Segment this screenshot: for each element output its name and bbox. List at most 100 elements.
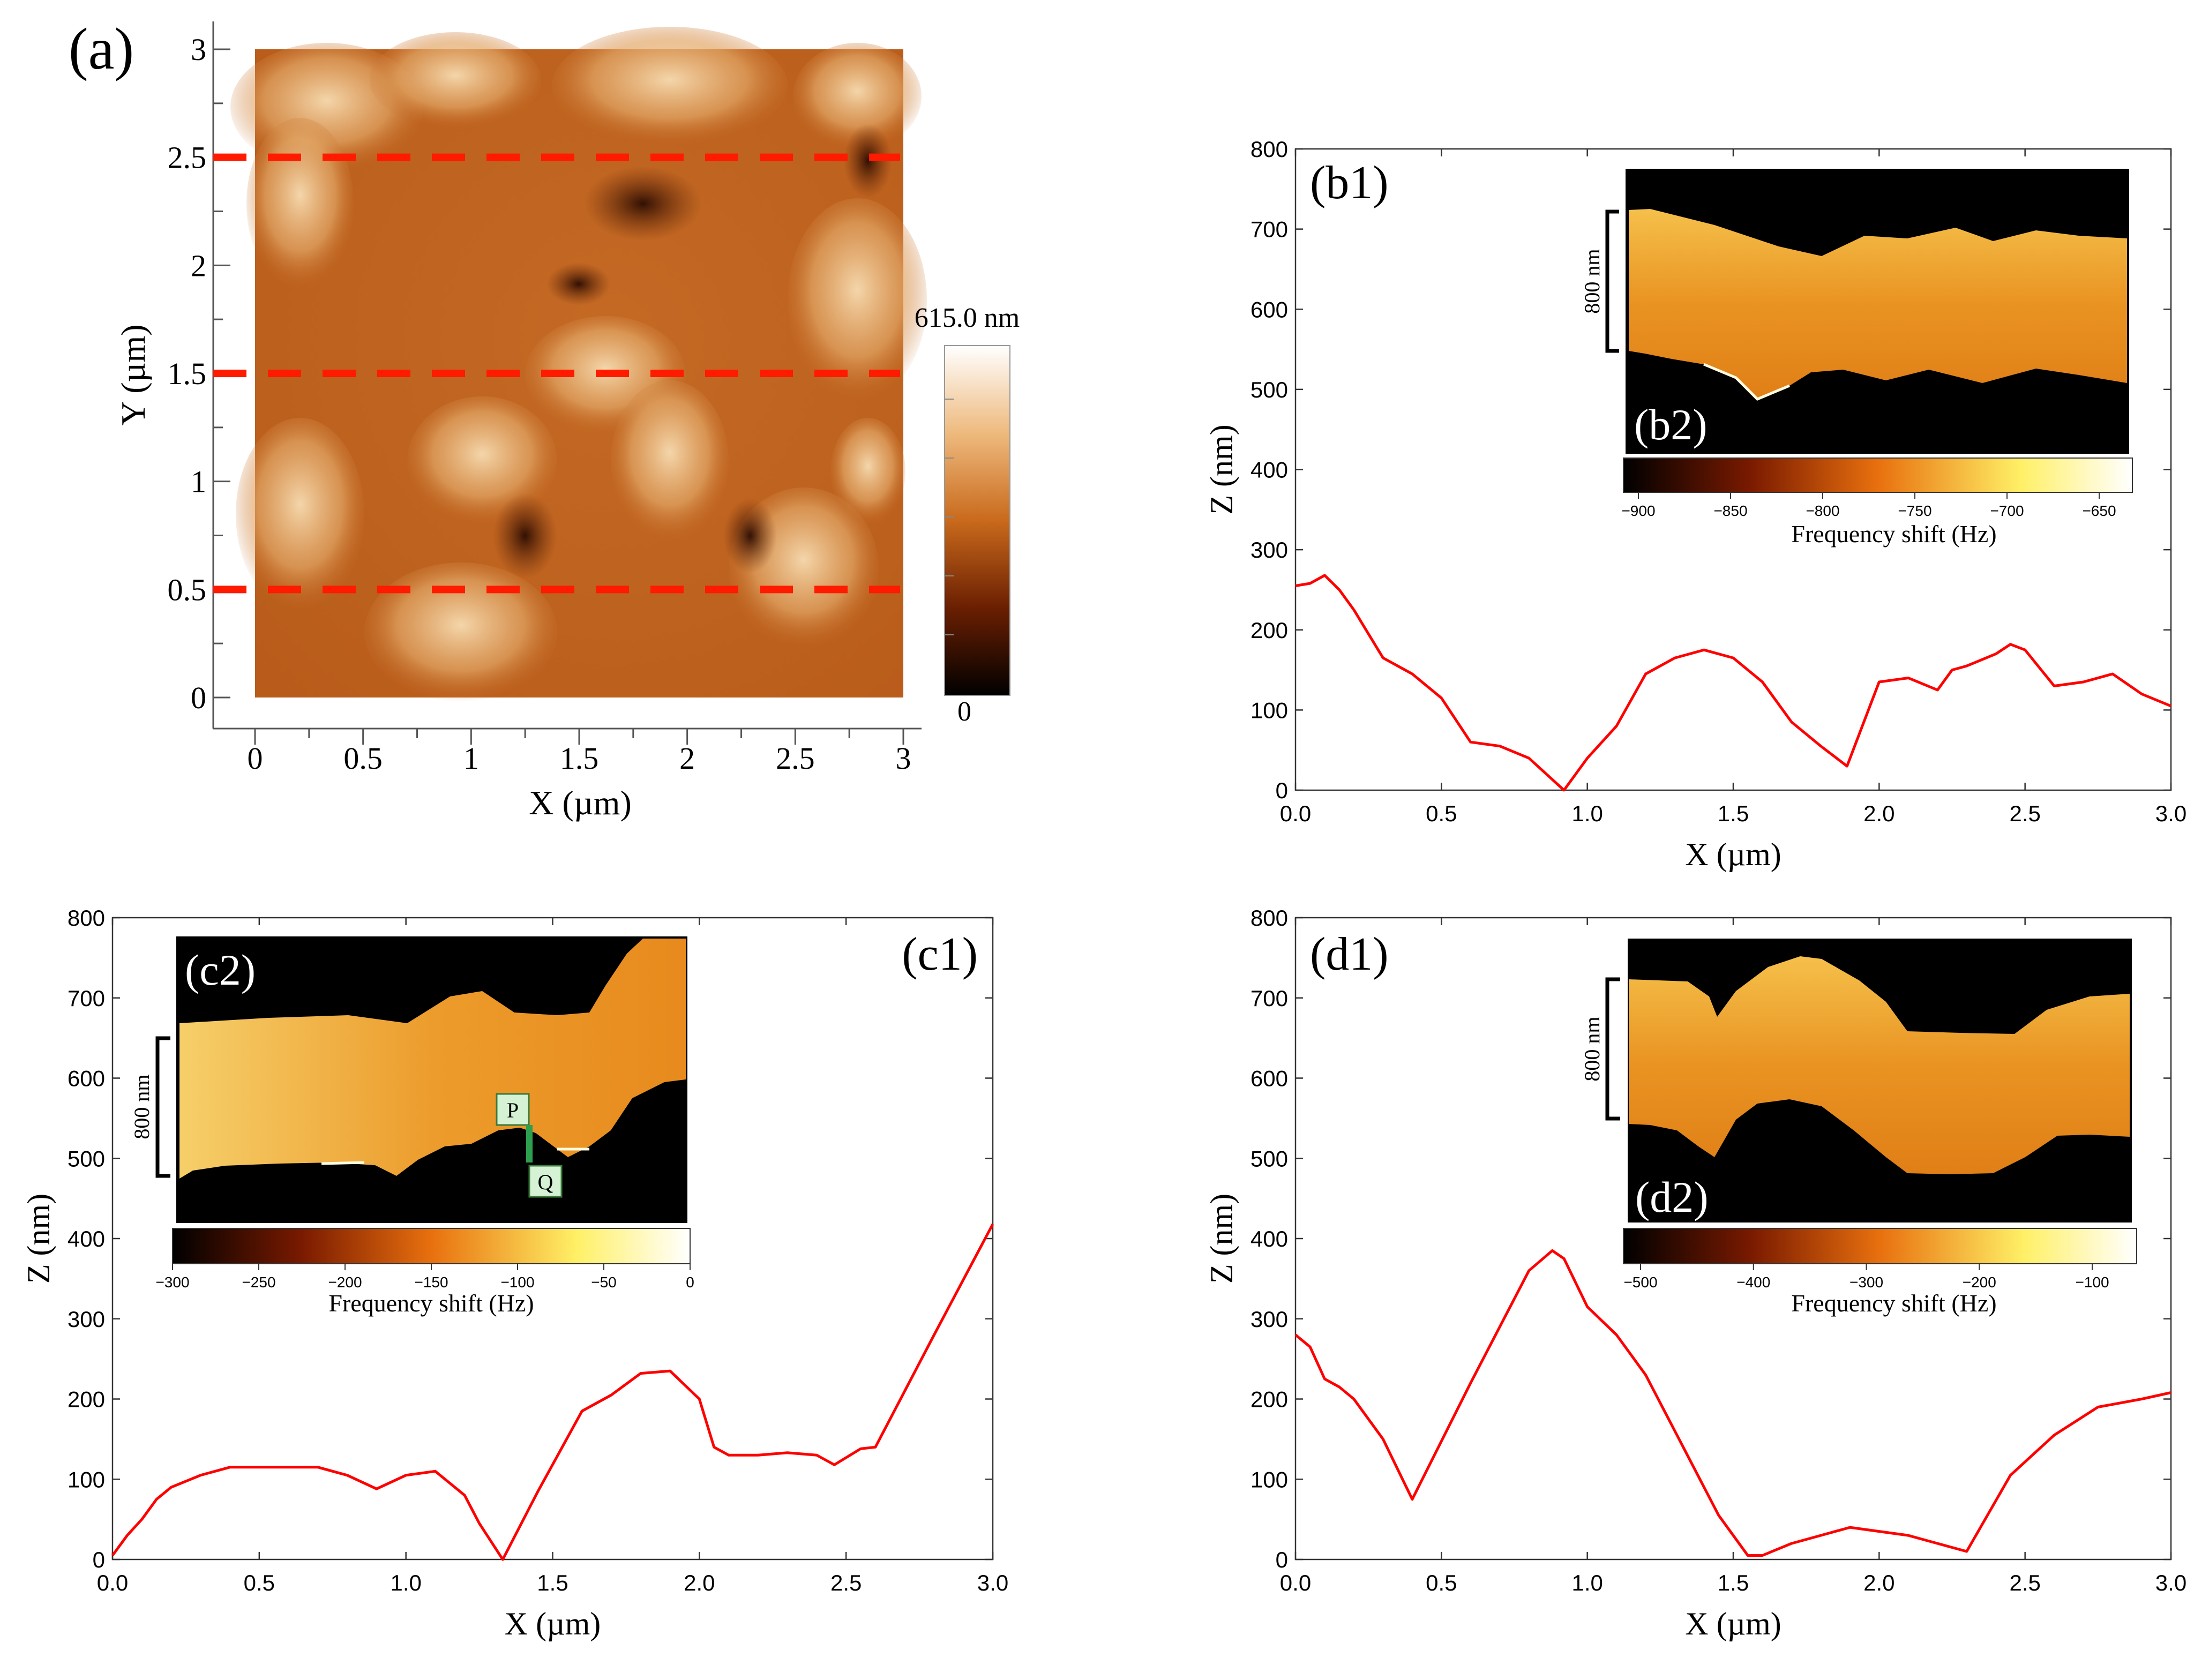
afm-y-tick-label: 3 <box>191 32 206 67</box>
y-tick-label: 300 <box>68 1307 105 1332</box>
y-tick-label: 700 <box>1250 217 1288 242</box>
x-tick-label: 1.0 <box>1571 801 1603 826</box>
marker-q-label: Q <box>538 1170 553 1194</box>
afm-x-axis-label: X (µm) <box>529 784 632 822</box>
y-axis-label: Z (nm) <box>1204 1194 1239 1284</box>
inset-d2-scale-bracket <box>1605 977 1620 1121</box>
panel-a: (a) 0 0.5 1 1.5 2 2.5 300.511.522 <box>69 16 1020 822</box>
inset-d2-colorbar <box>1623 1228 2137 1264</box>
x-tick-label: 2.0 <box>1863 1570 1895 1595</box>
x-tick-label: 2.0 <box>684 1570 715 1595</box>
y-tick-label: 200 <box>1250 1387 1288 1412</box>
inset-c2-scale-bracket <box>155 1036 170 1178</box>
chart-c1: 0.0 0.5 1.0 1.5 2.0 2.5 3.0 0 100 200 300 400 500 600… <box>21 905 1008 1641</box>
inset-b2-colorbar <box>1623 458 2133 493</box>
afm-y-tick-label: 1 <box>191 464 206 499</box>
inset-d2-colorbar-title: Frequency shift (Hz) <box>1791 1289 1996 1317</box>
marker-p-box <box>496 1093 530 1126</box>
marker-q-box <box>528 1165 563 1198</box>
afm-x-tick-label: 1.5 <box>560 741 599 776</box>
inset-b2-scale-bracket <box>1605 209 1619 353</box>
cbar-tick-label: −100 <box>2075 1274 2109 1291</box>
afm-y-tick-label: 2 <box>191 248 206 283</box>
x-tick-label: 3.0 <box>2155 801 2186 826</box>
afm-scan-lines <box>213 153 900 594</box>
x-tick-label: 0.0 <box>97 1570 128 1595</box>
y-tick-label: 400 <box>1250 1226 1288 1251</box>
afm-colorbar-max: 615.0 nm <box>915 303 1020 333</box>
panel-label: (b1) <box>1310 157 1389 209</box>
inset-c2-colorbar-title: Frequency shift (Hz) <box>328 1289 534 1317</box>
cbar-tick-label: −200 <box>1963 1274 1996 1291</box>
inset-b2: (b2) 800 nm −900 −850 −800 −750 −700 −650 Fre… <box>1580 169 2133 548</box>
x-tick-label: 0.5 <box>1426 1570 1457 1595</box>
panel-a-label: (a) <box>69 16 134 81</box>
x-tick-label: 2.5 <box>830 1570 862 1595</box>
inset-c2-label: (c2) <box>185 946 256 994</box>
x-tick-label: 0.0 <box>1280 801 1311 826</box>
afm-x-tick-label: 2.5 <box>776 741 815 776</box>
x-axis-label: X (µm) <box>1685 837 1781 872</box>
x-axis-label: X (µm) <box>1685 1606 1781 1641</box>
y-tick-label: 200 <box>1250 618 1288 643</box>
inset-d2-scale-label: 800 nm <box>1580 1016 1604 1081</box>
y-tick-label: 500 <box>1250 377 1288 402</box>
x-tick-label: 3.0 <box>2155 1570 2186 1595</box>
inset-c2-scale-label: 800 nm <box>130 1074 154 1139</box>
x-axis-label: X (µm) <box>505 1606 601 1641</box>
cbar-tick-label: −800 <box>1806 502 1839 519</box>
x-tick-label: 0.5 <box>1426 801 1457 826</box>
cbar-tick-label: −250 <box>242 1274 275 1291</box>
afm-x-tick-label: 0 <box>248 741 263 776</box>
x-tick-label: 3.0 <box>977 1570 1008 1595</box>
inset-c2-colorbar <box>172 1228 691 1264</box>
chart-d1: 0.0 0.5 1.0 1.5 2.0 2.5 3.0 0 100 200 300 400 500 600… <box>1204 905 2186 1641</box>
y-tick-label: 100 <box>1250 698 1288 723</box>
afm-x-tick-label: 1 <box>463 741 479 776</box>
afm-x-tick-label: 2 <box>679 741 695 776</box>
inset-b2-colorbar-title: Frequency shift (Hz) <box>1791 520 1996 548</box>
chart-b1: 0.0 0.5 1.0 1.5 2.0 2.5 3.0 0 100 200 300 400 500 600… <box>1204 137 2186 872</box>
y-tick-label: 700 <box>1250 986 1288 1011</box>
x-tick-label: 1.5 <box>537 1570 568 1595</box>
cbar-tick-label: −500 <box>1623 1274 1657 1291</box>
y-tick-label: 500 <box>1250 1146 1288 1171</box>
y-tick-label: 600 <box>1250 1066 1288 1091</box>
marker-p-label: P <box>507 1098 519 1122</box>
inset-c2-band <box>179 939 686 1179</box>
y-tick-label: 800 <box>1250 137 1288 162</box>
x-tick-label: 0.0 <box>1280 1570 1311 1595</box>
x-tick-label: 0.5 <box>244 1570 275 1595</box>
inset-b2-colorbar-ticks: −900 −850 −800 −750 −700 −650 <box>1621 492 2116 519</box>
afm-y-axis-label: Y (µm) <box>114 324 152 425</box>
cbar-tick-label: −850 <box>1713 502 1747 519</box>
y-tick-label: 600 <box>1250 297 1288 322</box>
inset-b2-band <box>1629 209 2127 399</box>
x-tick-label: 1.0 <box>390 1570 421 1595</box>
afm-y-tick-label: 0 <box>191 680 206 715</box>
panel-label: (d1) <box>1310 928 1389 980</box>
cbar-tick-label: −900 <box>1621 502 1655 519</box>
cbar-tick-label: −100 <box>500 1274 534 1291</box>
cbar-tick-label: −150 <box>414 1274 448 1291</box>
y-axis-label: Z (nm) <box>21 1194 56 1284</box>
cbar-tick-label: 0 <box>686 1274 694 1291</box>
cbar-tick-label: −650 <box>2082 502 2116 519</box>
y-tick-label: 0 <box>1276 1547 1288 1572</box>
y-tick-label: 800 <box>1250 905 1288 931</box>
x-tick-label: 1.5 <box>1718 1570 1749 1595</box>
y-tick-label: 300 <box>1250 1307 1288 1332</box>
x-tick-label: 2.0 <box>1863 801 1895 826</box>
cbar-tick-label: −300 <box>155 1274 189 1291</box>
afm-ticks: 0 0.5 1 1.5 2 2.5 3 0 0.5 1 1.5 2 2.5 3 <box>168 32 911 776</box>
profile-line <box>1294 1249 2171 1557</box>
inset-b2-label: (b2) <box>1634 400 1708 449</box>
inset-d2: (d2) 800 nm −500 −400 −300 −200 −100 Frequen… <box>1580 939 2137 1317</box>
x-tick-label: 1.0 <box>1571 1570 1603 1595</box>
afm-colorbar: 615.0 nm 0 <box>915 303 1020 727</box>
y-tick-label: 700 <box>68 986 105 1011</box>
afm-y-tick-label: 0.5 <box>168 572 207 607</box>
inset-d2-band <box>1629 956 2130 1174</box>
panel-label: (c1) <box>902 928 978 980</box>
